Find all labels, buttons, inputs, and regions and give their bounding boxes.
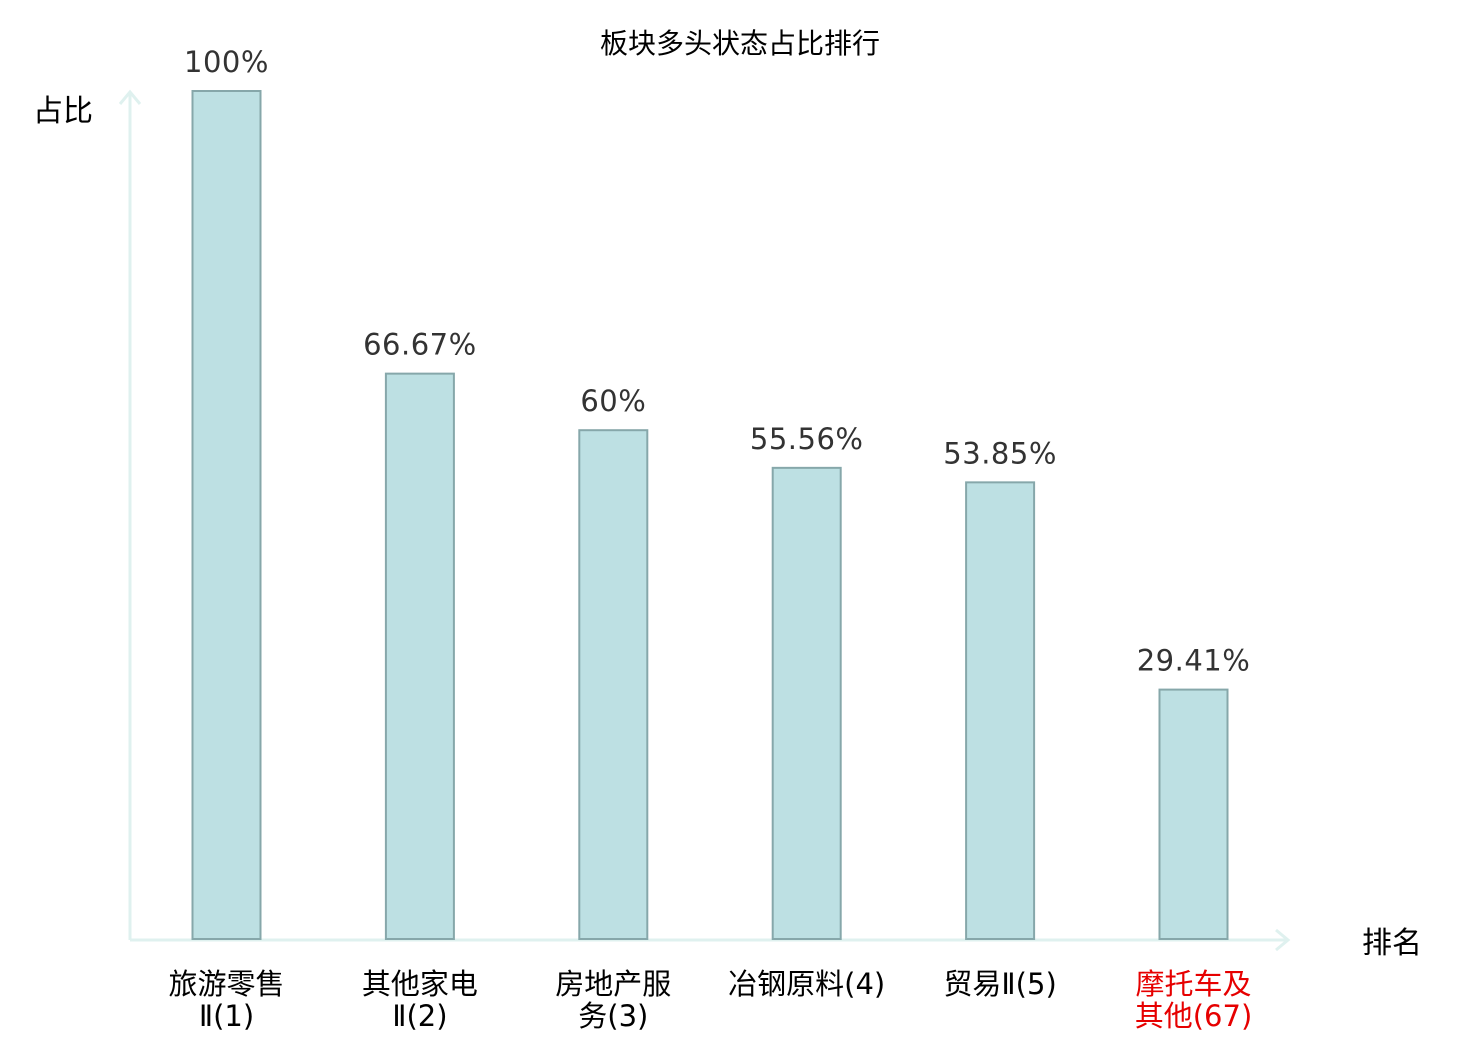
category-label: Ⅱ(1) — [199, 999, 254, 1033]
bar — [965, 481, 1036, 940]
bar — [771, 466, 842, 940]
category-label: 其他(67) — [1135, 999, 1253, 1033]
bar — [191, 90, 262, 940]
bar — [384, 372, 455, 940]
value-label: 60% — [580, 384, 646, 418]
y-axis-arrow — [118, 89, 142, 105]
axes — [118, 89, 1291, 952]
category-label: 冶钢原料(4) — [728, 967, 885, 1001]
category-label: 摩托车及 — [1135, 967, 1251, 1001]
category-label: Ⅱ(2) — [392, 999, 447, 1033]
value-labels: 100% 66.67% 60% 55.56% 53.85% 29.41% — [184, 45, 1250, 678]
bar — [578, 429, 649, 940]
category-label: 务(3) — [578, 999, 648, 1033]
value-label: 55.56% — [750, 422, 864, 456]
x-axis-arrow — [1275, 928, 1291, 952]
category-label: 贸易Ⅱ(5) — [943, 967, 1056, 1001]
value-label: 29.41% — [1137, 644, 1251, 678]
chart-title: 板块多头状态占比排行 — [600, 27, 880, 60]
bar — [1158, 688, 1229, 941]
bars — [191, 90, 1229, 941]
category-label: 房地产服 — [555, 967, 671, 1001]
value-label: 53.85% — [943, 436, 1057, 470]
y-axis-label: 占比 — [33, 94, 93, 129]
category-label: 旅游零售 — [168, 967, 284, 1001]
value-label: 100% — [184, 45, 269, 79]
x-axis-label: 排名 — [1362, 926, 1422, 961]
value-label: 66.67% — [363, 328, 477, 362]
category-label: 其他家电 — [362, 967, 478, 1001]
